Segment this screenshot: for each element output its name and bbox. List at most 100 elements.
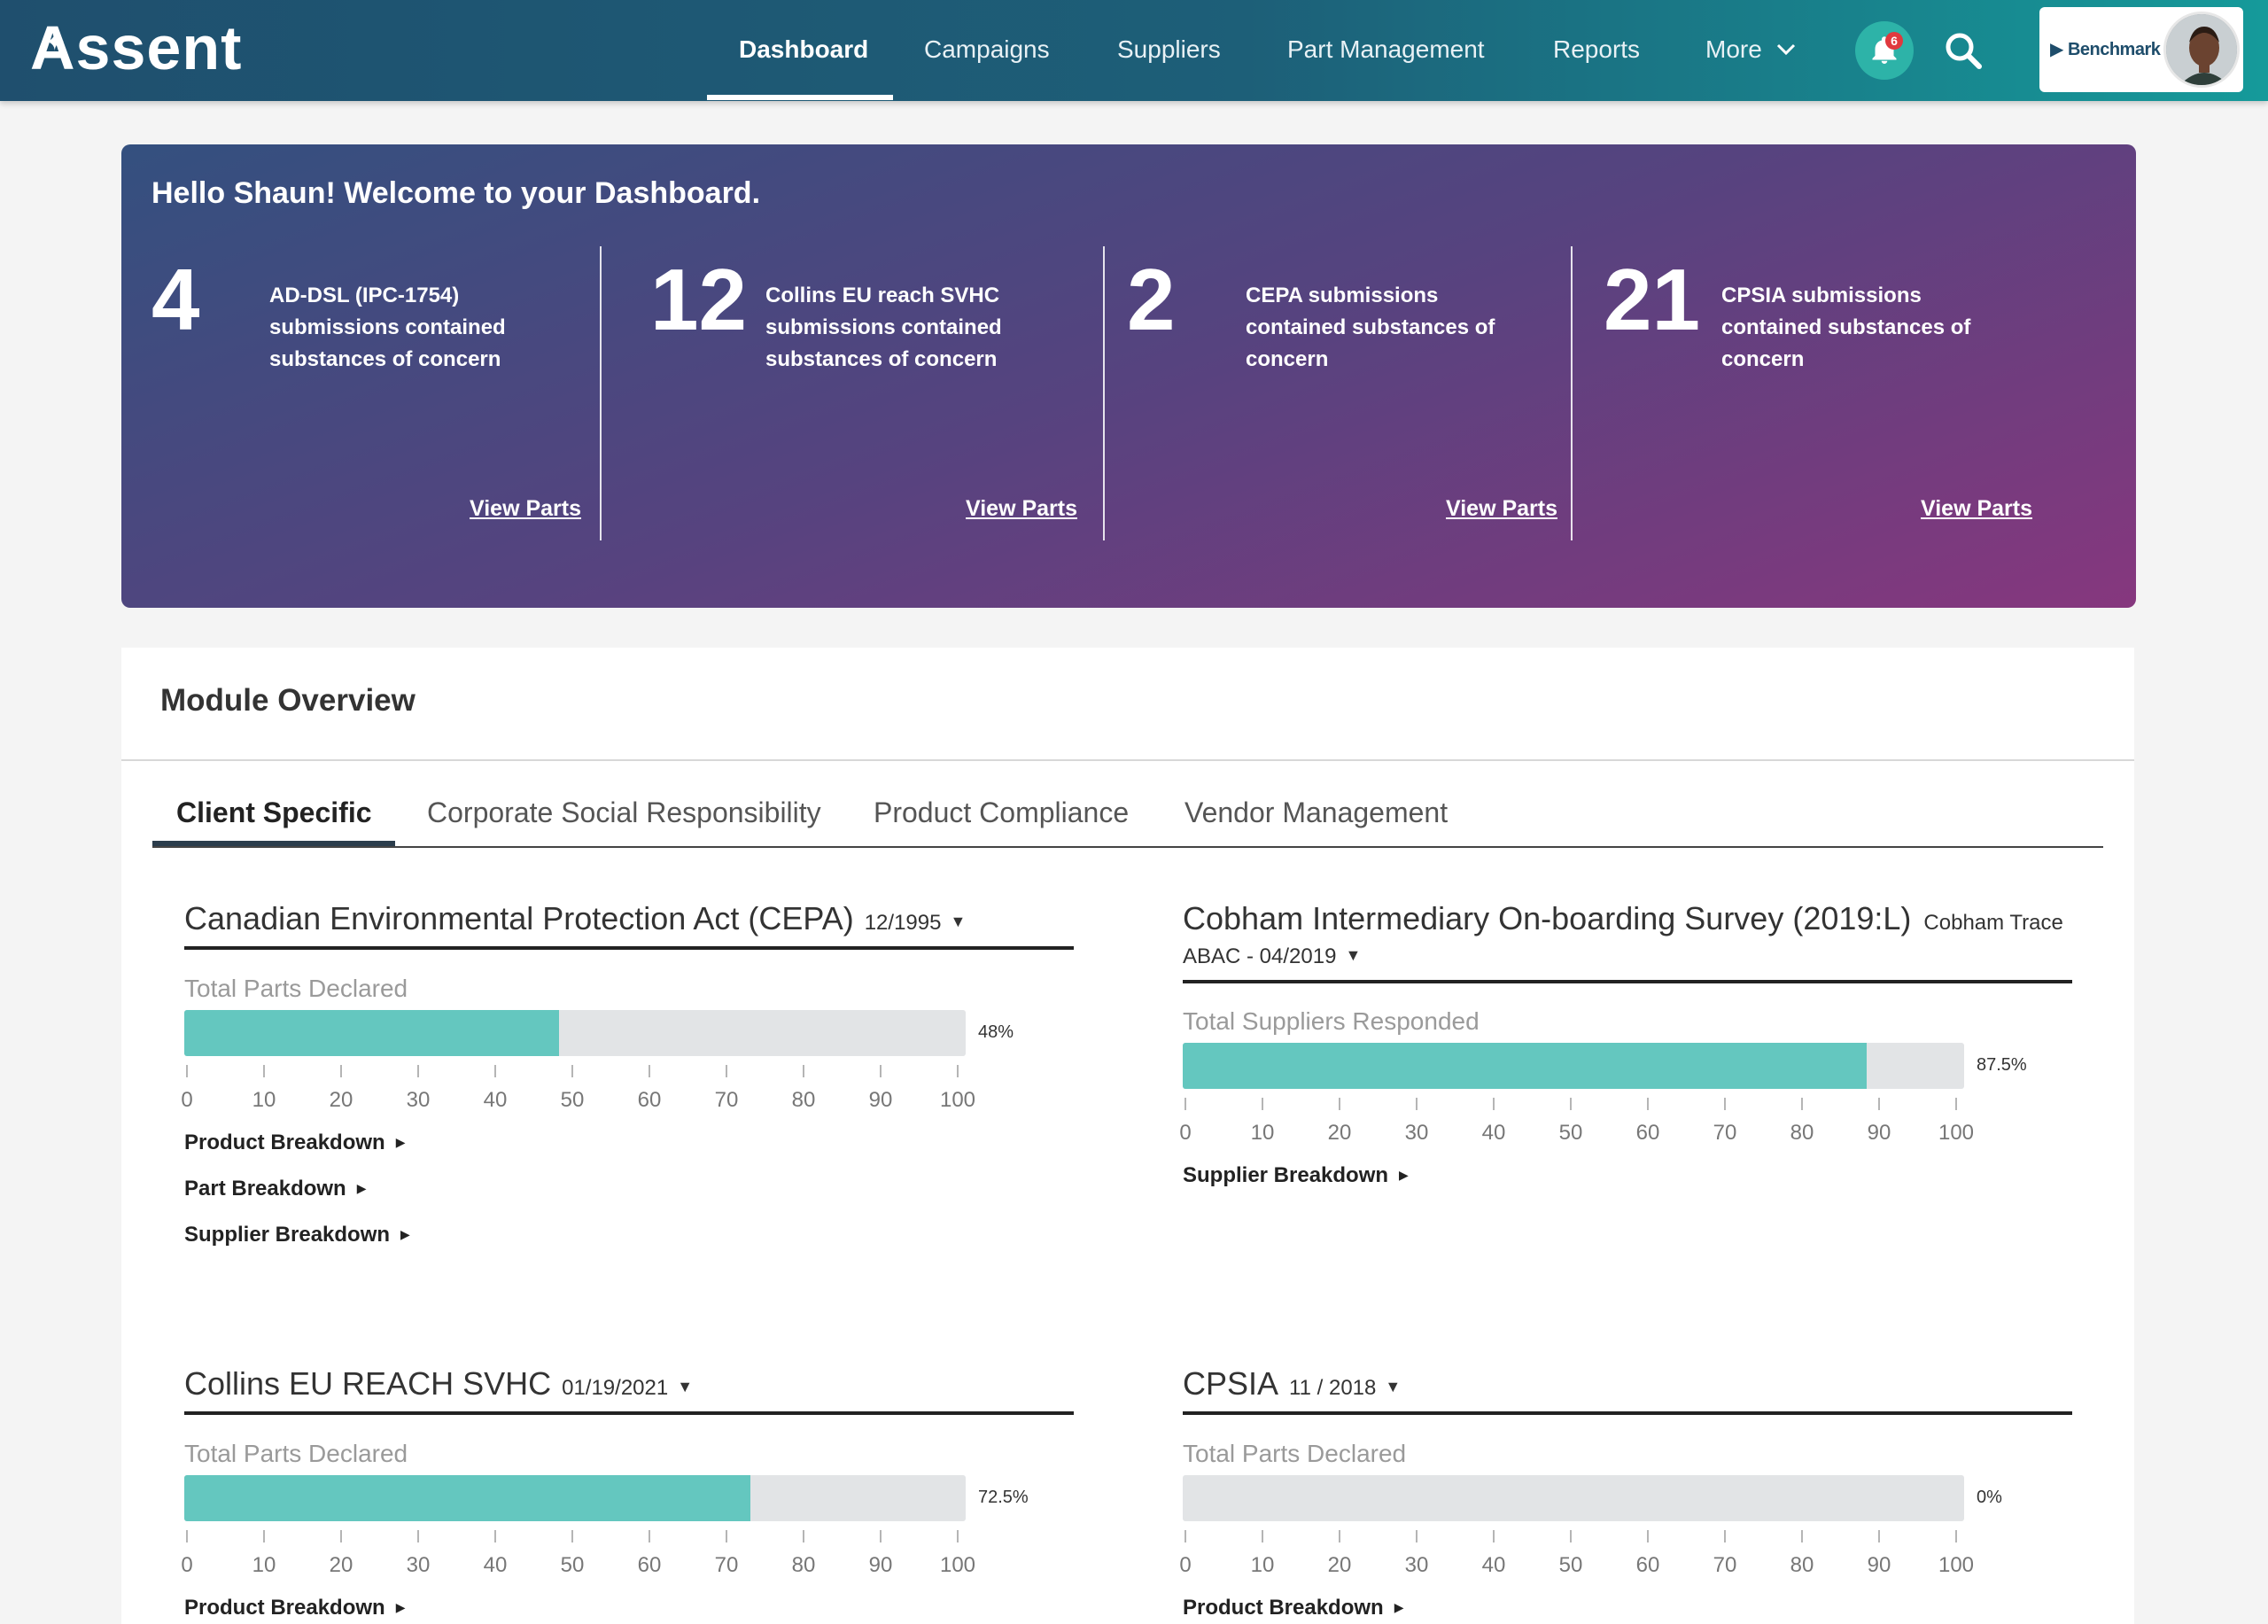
axis-tick-label: 60 xyxy=(637,1088,662,1112)
module-title-text: CPSIA xyxy=(1183,1365,1279,1402)
caret-down-icon: ▼ xyxy=(1385,1378,1402,1395)
axis-tick-label: 50 xyxy=(560,1088,585,1112)
metric-label: Total Parts Declared xyxy=(184,975,408,1002)
caret-right-icon: ▶ xyxy=(395,1600,406,1614)
axis-tick-label: 70 xyxy=(714,1088,739,1112)
axis-tick xyxy=(494,1530,496,1542)
stat-divider xyxy=(1103,246,1105,540)
benchmark-label[interactable]: ▶ Benchmark xyxy=(2050,40,2161,59)
module-title-text: Cobham Intermediary On-boarding Survey (… xyxy=(1183,900,1912,936)
stat-description: CPSIA submissions contained substances o… xyxy=(1721,284,1971,371)
axis-tick-label: 80 xyxy=(791,1088,816,1112)
module-title: CPSIA 11 / 2018 ▼ xyxy=(1183,1365,1401,1403)
axis-tick xyxy=(1416,1530,1418,1542)
product-breakdown-link[interactable]: Product Breakdown ▶ xyxy=(184,1131,405,1155)
supplier-breakdown-link[interactable]: Supplier Breakdown ▶ xyxy=(1183,1163,1409,1188)
logo-star-icon: ✦ xyxy=(44,28,66,56)
axis-tick xyxy=(1647,1530,1649,1542)
tab-client-specific[interactable]: Client Specific xyxy=(176,796,372,828)
progress-track xyxy=(1183,1475,1964,1521)
axis-tick xyxy=(571,1065,573,1077)
nav-item-campaigns[interactable]: Campaigns xyxy=(924,35,1050,63)
module-date-select[interactable]: 12/1995 ▼ xyxy=(865,911,967,935)
notifications-button[interactable]: 6 xyxy=(1855,21,1914,80)
breakdown-label: Product Breakdown xyxy=(184,1131,385,1154)
axis-tick xyxy=(1801,1530,1803,1542)
active-tab-indicator xyxy=(152,841,395,846)
view-parts-link[interactable]: View Parts xyxy=(966,496,1078,521)
nav-item-reports[interactable]: Reports xyxy=(1553,35,1641,63)
module-overview-card: Module Overview Client Specific Corporat… xyxy=(121,648,2134,1624)
caret-down-icon: ▼ xyxy=(950,913,967,930)
tab-vendor-management[interactable]: Vendor Management xyxy=(1184,796,1449,828)
stat-description: AD-DSL (IPC-1754) submissions contained … xyxy=(269,284,506,371)
axis-tick-label: 80 xyxy=(791,1553,816,1577)
progress-value: 0% xyxy=(1977,1488,2002,1507)
axis-tick xyxy=(1416,1098,1418,1110)
axis-tick-label: 20 xyxy=(329,1088,353,1112)
supplier-breakdown-link[interactable]: Supplier Breakdown ▶ xyxy=(184,1223,410,1247)
module-title-rule xyxy=(184,946,1074,950)
progress-track xyxy=(1183,1043,1964,1089)
module-date-select[interactable]: 11 / 2018 ▼ xyxy=(1289,1376,1401,1400)
axis-tick-label: 100 xyxy=(1938,1553,1975,1577)
search-icon xyxy=(1946,33,1982,69)
axis-tick xyxy=(1339,1098,1340,1110)
avatar[interactable] xyxy=(2163,12,2240,88)
metric-label: Total Parts Declared xyxy=(1183,1440,1407,1467)
breakdown-label: Product Breakdown xyxy=(184,1596,385,1620)
axis-tick-label: 30 xyxy=(1404,1121,1429,1145)
axis-tick-label: 30 xyxy=(1404,1553,1429,1577)
stat-value: 21 xyxy=(1604,251,1701,348)
tab-corporate-social-responsibility[interactable]: Corporate Social Responsibility xyxy=(427,796,821,828)
axis-tick xyxy=(417,1530,419,1542)
tab-product-compliance[interactable]: Product Compliance xyxy=(874,796,1130,828)
axis-tick xyxy=(1570,1530,1572,1542)
nav-item-part-management[interactable]: Part Management xyxy=(1287,35,1485,63)
axis-tick xyxy=(263,1065,265,1077)
axis-tick xyxy=(263,1530,265,1542)
nav-item-more[interactable]: More xyxy=(1705,0,1796,101)
axis-tick-label: 40 xyxy=(1481,1553,1506,1577)
axis-tick xyxy=(1801,1098,1803,1110)
axis-tick-label: 50 xyxy=(560,1553,585,1577)
axis-tick-label: 30 xyxy=(406,1553,431,1577)
view-parts-link[interactable]: View Parts xyxy=(1921,496,2033,521)
search-button[interactable] xyxy=(1942,29,1984,72)
nav-item-suppliers[interactable]: Suppliers xyxy=(1117,35,1221,63)
welcome-title: Hello Shaun! Welcome to your Dashboard. xyxy=(151,176,761,210)
axis-tick-label: 60 xyxy=(1635,1553,1660,1577)
module-date-select[interactable]: 01/19/2021 ▼ xyxy=(562,1376,693,1400)
view-parts-link[interactable]: View Parts xyxy=(470,496,582,521)
stat-value: 4 xyxy=(151,251,200,348)
axis-tick-label: 0 xyxy=(1179,1121,1192,1145)
stat-divider xyxy=(600,246,602,540)
benchmark-user-menu[interactable]: ▶ Benchmark xyxy=(2039,7,2243,92)
stat-description: CEPA submissions contained substances of… xyxy=(1246,284,1495,371)
product-breakdown-link[interactable]: Product Breakdown ▶ xyxy=(184,1596,405,1620)
module-title-text: Canadian Environmental Protection Act (C… xyxy=(184,900,854,936)
module-date-select[interactable]: ABAC - 04/2019 ▼ xyxy=(1183,944,1361,969)
welcome-banner: Hello Shaun! Welcome to your Dashboard. … xyxy=(121,144,2136,608)
axis-tick xyxy=(1724,1098,1726,1110)
assent-logo[interactable]: ✦ Assent xyxy=(30,12,242,83)
axis-tick xyxy=(1955,1098,1957,1110)
divider xyxy=(121,759,2134,761)
progress-value: 72.5% xyxy=(978,1488,1029,1507)
axis-tick-label: 70 xyxy=(714,1553,739,1577)
axis-tick xyxy=(1955,1530,1957,1542)
axis-tick-label: 80 xyxy=(1790,1553,1814,1577)
view-parts-link[interactable]: View Parts xyxy=(1446,496,1558,521)
axis-tick-label: 0 xyxy=(181,1553,193,1577)
module-title-text: Collins EU REACH SVHC xyxy=(184,1365,552,1402)
product-breakdown-link[interactable]: Product Breakdown ▶ xyxy=(1183,1596,1403,1620)
axis-tick-label: 100 xyxy=(939,1553,976,1577)
part-breakdown-link[interactable]: Part Breakdown ▶ xyxy=(184,1177,367,1201)
axis-tick xyxy=(1570,1098,1572,1110)
module-overview-title: Module Overview xyxy=(160,683,416,718)
module-title-rule xyxy=(1183,1411,2072,1415)
axis-tick xyxy=(1339,1530,1340,1542)
axis-tick-label: 90 xyxy=(868,1553,893,1577)
nav-item-dashboard[interactable]: Dashboard xyxy=(739,35,869,63)
caret-right-icon: ▶ xyxy=(356,1181,367,1195)
